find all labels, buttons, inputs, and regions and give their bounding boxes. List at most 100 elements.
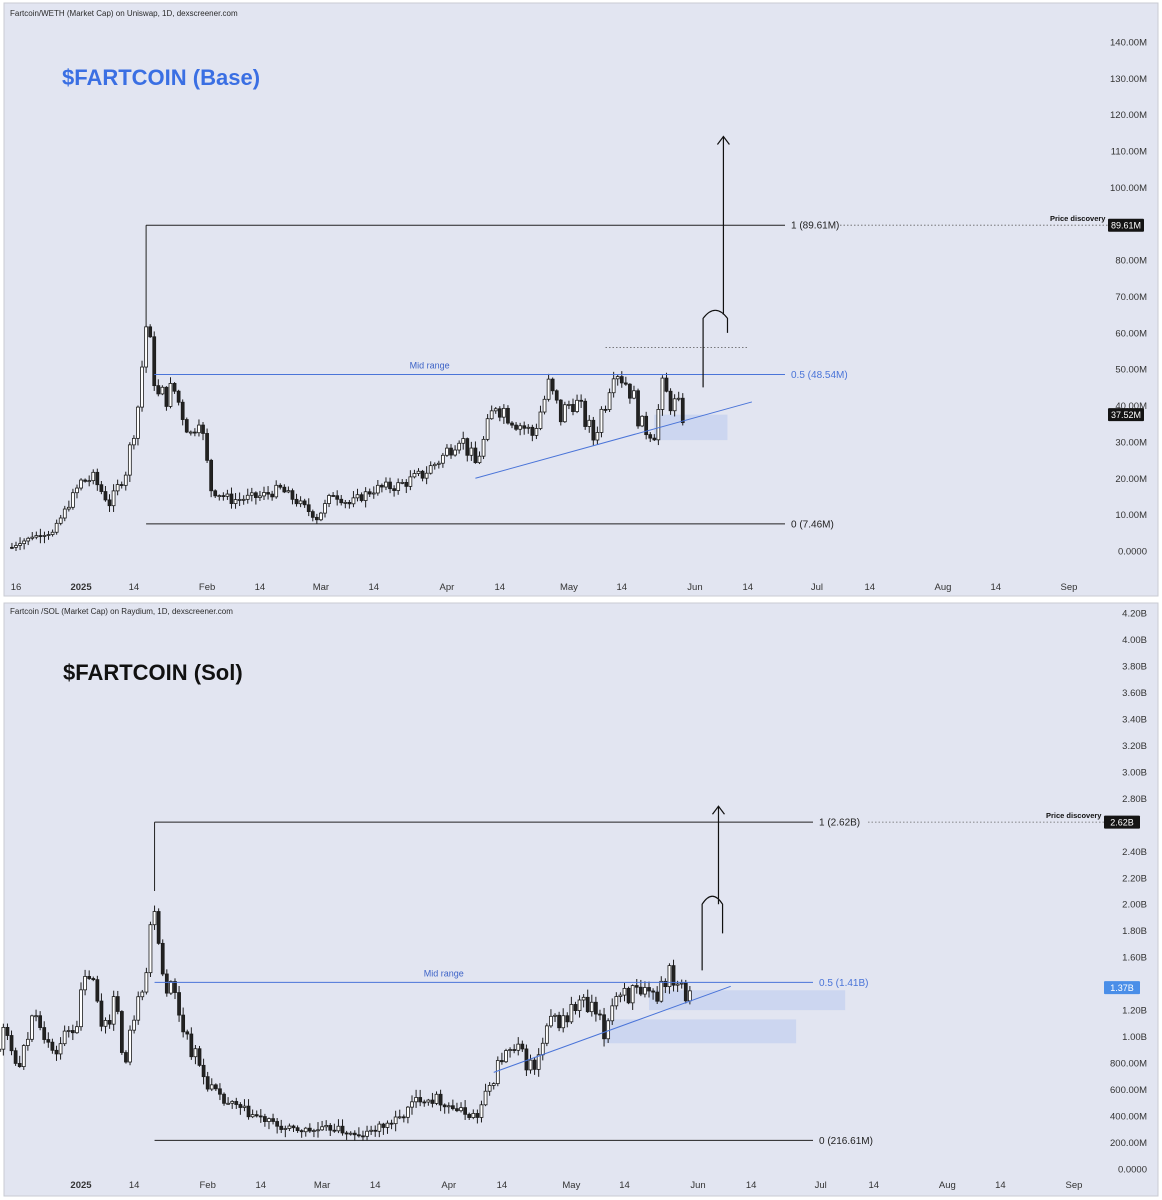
candle-body (369, 1129, 374, 1132)
candle-body (10, 546, 14, 549)
candle-body (172, 383, 177, 392)
candle-body (357, 1134, 361, 1137)
y-tick-label: 3.80B (1122, 661, 1147, 672)
y-tick-label: 200.00M (1110, 1138, 1147, 1149)
x-tick-label: Jun (687, 582, 702, 593)
x-tick-label: 14 (616, 582, 627, 593)
candle-body (428, 465, 433, 474)
candle-body (587, 419, 592, 427)
candle-body (9, 1035, 14, 1052)
x-tick-label: May (562, 1180, 580, 1191)
candle-body (343, 502, 348, 504)
chart-title: $FARTCOIN (Base) (62, 65, 260, 90)
candle-body (497, 408, 502, 418)
chart-sol: Fartcoin /SOL (Market Cap) on Raydium, 1… (0, 600, 1162, 1200)
candle-body (594, 1001, 598, 1015)
candle-body (618, 994, 623, 997)
candle-body (103, 1020, 108, 1027)
candle-body (469, 447, 474, 456)
candle-body (514, 424, 518, 430)
candle-body (445, 447, 449, 456)
candle-body (75, 487, 79, 494)
candle-body (619, 376, 624, 384)
candle-body (103, 491, 108, 501)
candle-body (233, 499, 238, 504)
x-tick-label: Feb (199, 1180, 215, 1191)
candle-body (680, 397, 685, 424)
y-tick-label: 50.00M (1115, 365, 1147, 376)
candle-body (512, 1049, 517, 1051)
x-tick-label: 14 (129, 1180, 140, 1191)
y-tick-label: 800.00M (1110, 1059, 1147, 1070)
y-tick-label: 130.00M (1110, 74, 1147, 85)
candle-body (414, 1097, 418, 1103)
candle-body (66, 506, 71, 510)
candle-body (392, 488, 396, 491)
candle-body (528, 1059, 533, 1071)
candle-body (389, 1122, 394, 1125)
candle-body (22, 540, 26, 545)
candle-body (156, 385, 161, 395)
candle-body (193, 1048, 198, 1058)
candle-body (327, 495, 331, 504)
candle-body (267, 1118, 271, 1122)
candle-body (234, 1101, 239, 1105)
candle-body (526, 426, 531, 429)
candle-body (351, 497, 356, 505)
x-tick-label: 14 (255, 582, 266, 593)
candle-body (310, 511, 315, 518)
candle-body (107, 1020, 112, 1025)
candle-body (136, 996, 141, 1021)
candle-body (50, 531, 55, 535)
candle-body (518, 425, 523, 430)
candle-body (294, 498, 299, 505)
candle-body (583, 400, 588, 427)
x-tick-label: 14 (368, 582, 379, 593)
candle-body (13, 1050, 18, 1064)
candle-body (363, 491, 368, 501)
candle-body (218, 1088, 222, 1095)
candle-body (396, 482, 401, 491)
x-tick-label: May (560, 582, 578, 593)
candle-body (522, 425, 527, 429)
candle-body (291, 1125, 296, 1129)
candle-body (683, 982, 688, 1002)
candle-body (290, 490, 295, 500)
x-tick-label: 14 (497, 1180, 508, 1191)
candle-body (634, 985, 639, 988)
candle-body (622, 987, 627, 996)
candle-body (201, 1064, 206, 1078)
x-tick-label: Mar (313, 582, 329, 593)
candle-body (384, 481, 388, 488)
candle-body (489, 410, 494, 420)
candle-body (577, 999, 582, 1011)
candle-body (58, 1043, 63, 1055)
candle-body (542, 398, 547, 413)
candle-body (385, 1122, 390, 1128)
candle-body (164, 973, 169, 994)
candle-body (111, 490, 116, 507)
candle-body (516, 1043, 521, 1051)
trendline (475, 401, 753, 479)
candle-body (581, 996, 586, 1001)
candle-body (455, 1108, 459, 1112)
candle-body (483, 1090, 488, 1106)
y-tick-label: 120.00M (1110, 110, 1147, 121)
candle-body (295, 1127, 300, 1132)
candle-body (481, 438, 486, 457)
candle-body (246, 1105, 251, 1118)
candle-body (173, 981, 177, 993)
arrow-head (716, 135, 730, 145)
candle-body (567, 404, 571, 406)
candle-body (312, 1130, 316, 1132)
candle-body (217, 495, 222, 497)
candle-body (544, 1025, 549, 1044)
candle-body (491, 1083, 496, 1086)
candle-body (453, 449, 457, 456)
candle-body (676, 397, 681, 400)
candle-body (258, 495, 262, 498)
candle-body (160, 386, 165, 395)
y-tick-label: 30.00M (1115, 437, 1147, 448)
candle-body (111, 996, 116, 1025)
